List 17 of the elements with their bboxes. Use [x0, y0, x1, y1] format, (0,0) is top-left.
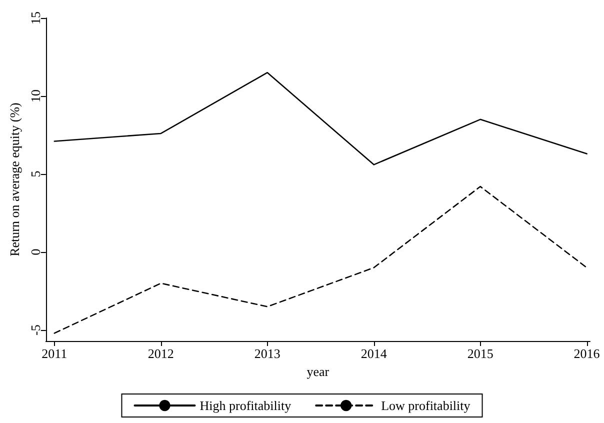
y-tick-label: -5: [28, 324, 43, 336]
y-tick-label: 15: [28, 12, 43, 24]
x-tick-label: 2015: [467, 346, 494, 361]
x-tick-label: 2014: [360, 346, 388, 361]
y-tick-label: 5: [28, 170, 43, 178]
legend-label: High profitability: [200, 398, 292, 413]
y-tick-label: 0: [28, 248, 43, 256]
y-axis-title: Return on average equity (%): [7, 102, 22, 256]
y-tick-label: 10: [28, 90, 43, 103]
x-tick-label: 2013: [254, 346, 280, 361]
x-tick-label: 2012: [148, 346, 174, 361]
line-series: [54, 72, 588, 166]
legend-label: Low profitability: [381, 398, 471, 413]
x-tick-label: 2016: [574, 346, 600, 361]
x-tick-label: 2011: [42, 346, 68, 361]
line-series: [54, 186, 588, 334]
x-axis-title: year: [306, 364, 330, 379]
